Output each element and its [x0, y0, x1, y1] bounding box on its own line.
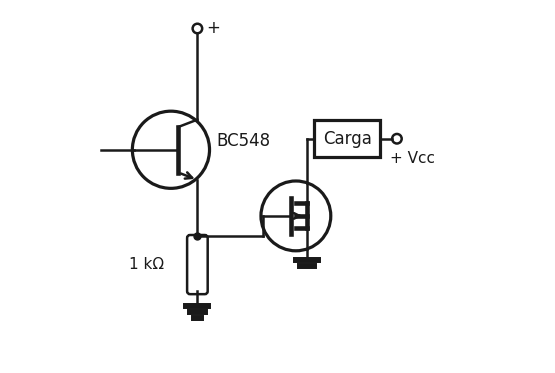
Text: + Vcc: + Vcc	[390, 151, 435, 166]
FancyBboxPatch shape	[187, 235, 208, 294]
Text: BC548: BC548	[217, 132, 271, 150]
Text: +: +	[206, 19, 220, 38]
Text: 1 kΩ: 1 kΩ	[129, 257, 164, 272]
Bar	[314, 120, 380, 157]
Text: Carga: Carga	[323, 130, 372, 148]
